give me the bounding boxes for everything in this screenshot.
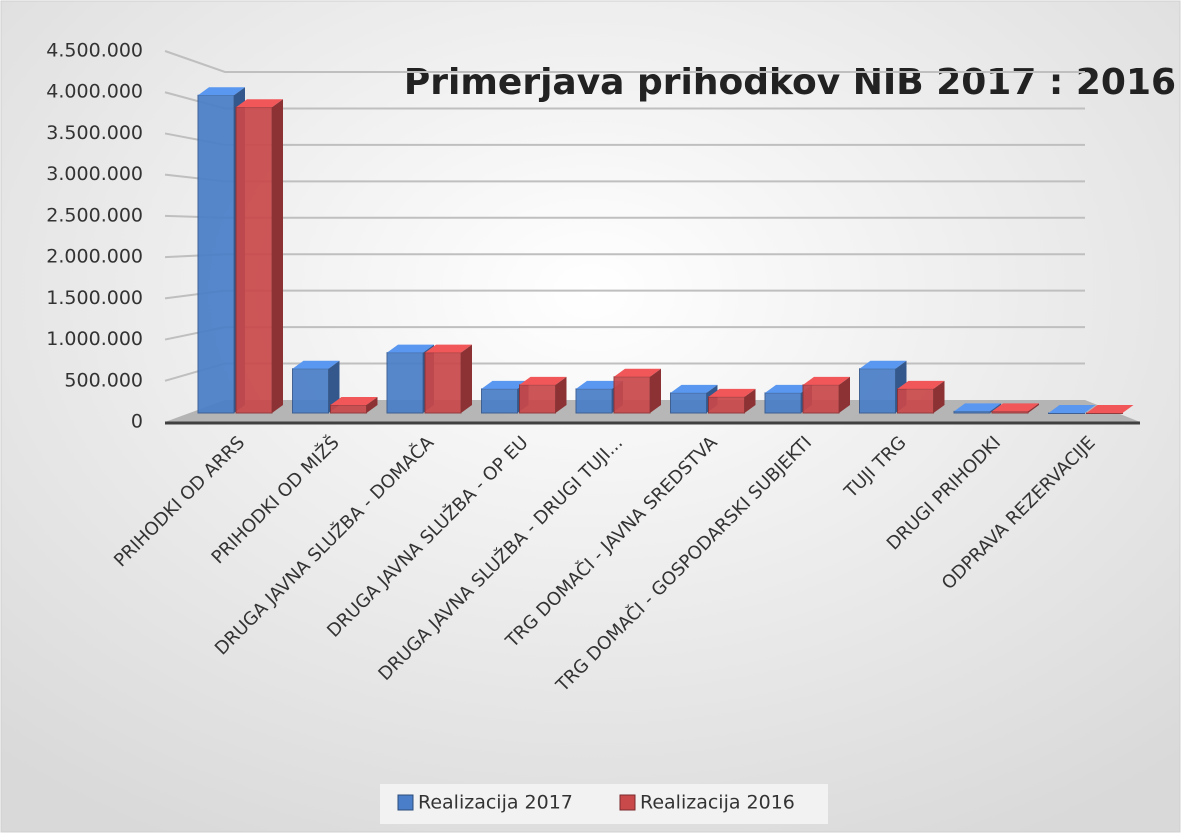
legend bbox=[380, 784, 828, 824]
legend-swatch bbox=[397, 794, 414, 811]
bar-top bbox=[198, 87, 245, 96]
bar-top bbox=[765, 384, 812, 393]
y-tick-label: 2.500.000 bbox=[46, 204, 143, 226]
bar-side bbox=[366, 396, 378, 413]
bar-top bbox=[292, 360, 340, 369]
bar bbox=[897, 388, 934, 414]
bar bbox=[424, 352, 462, 414]
bar bbox=[330, 404, 367, 414]
bar bbox=[575, 388, 613, 414]
bar-top bbox=[954, 403, 1001, 412]
bar-top bbox=[670, 384, 718, 393]
bar-side bbox=[555, 376, 567, 413]
bar-top bbox=[236, 99, 283, 108]
bar-top bbox=[425, 344, 472, 353]
y-tick-label: 0 bbox=[131, 411, 143, 433]
bar bbox=[235, 106, 273, 414]
y-tick-label: 3.500.000 bbox=[46, 122, 143, 144]
y-tick-label: 500.000 bbox=[64, 369, 143, 391]
bar bbox=[613, 376, 651, 414]
bar-top bbox=[803, 376, 850, 385]
bar-side bbox=[744, 388, 756, 413]
bar bbox=[859, 368, 896, 414]
bar-top bbox=[481, 380, 529, 389]
y-tick-label: 3.000.000 bbox=[46, 163, 143, 185]
legend-label: Realizacija 2016 bbox=[640, 792, 795, 814]
bar-side bbox=[839, 376, 850, 413]
bar-top bbox=[897, 380, 945, 389]
bar-side bbox=[328, 360, 340, 413]
bar-top bbox=[330, 396, 378, 405]
bar bbox=[708, 396, 745, 414]
bar-top bbox=[387, 344, 434, 353]
y-tick-label: 2.000.000 bbox=[46, 246, 143, 268]
bar-side bbox=[933, 380, 945, 413]
bar-top bbox=[992, 403, 1039, 412]
bar-top bbox=[859, 360, 907, 369]
y-tick-label: 4.500.000 bbox=[46, 40, 143, 62]
bar bbox=[197, 94, 235, 414]
bar bbox=[1086, 412, 1123, 414]
bar-top bbox=[519, 376, 567, 385]
bar bbox=[802, 384, 840, 414]
bar-top bbox=[1048, 405, 1096, 413]
y-tick-label: 4.000.000 bbox=[46, 81, 143, 103]
bar-top bbox=[708, 388, 756, 397]
y-tick-label: 1.000.000 bbox=[46, 328, 143, 350]
bar bbox=[991, 410, 1029, 414]
bar-top bbox=[1086, 405, 1134, 413]
bar bbox=[953, 410, 991, 414]
bar bbox=[292, 368, 329, 414]
bar-side bbox=[272, 99, 283, 414]
bar bbox=[670, 392, 707, 414]
bar-side bbox=[650, 368, 661, 413]
bar bbox=[481, 388, 518, 414]
legend-label: Realizacija 2017 bbox=[418, 792, 573, 814]
bar-top bbox=[576, 380, 623, 389]
bar-top bbox=[614, 368, 661, 377]
bar bbox=[519, 384, 556, 414]
bar-side bbox=[1028, 403, 1039, 413]
bar bbox=[764, 392, 802, 414]
bar bbox=[1048, 412, 1085, 414]
legend-swatch bbox=[619, 794, 636, 811]
bar-side bbox=[461, 344, 472, 413]
y-tick-label: 1.500.000 bbox=[46, 287, 143, 309]
bar-side bbox=[990, 403, 1001, 413]
chart-title: Primerjava prihodkov NIB 2017 : 2016 bbox=[404, 62, 1176, 103]
bar bbox=[386, 352, 424, 414]
grid-line bbox=[164, 50, 1085, 73]
